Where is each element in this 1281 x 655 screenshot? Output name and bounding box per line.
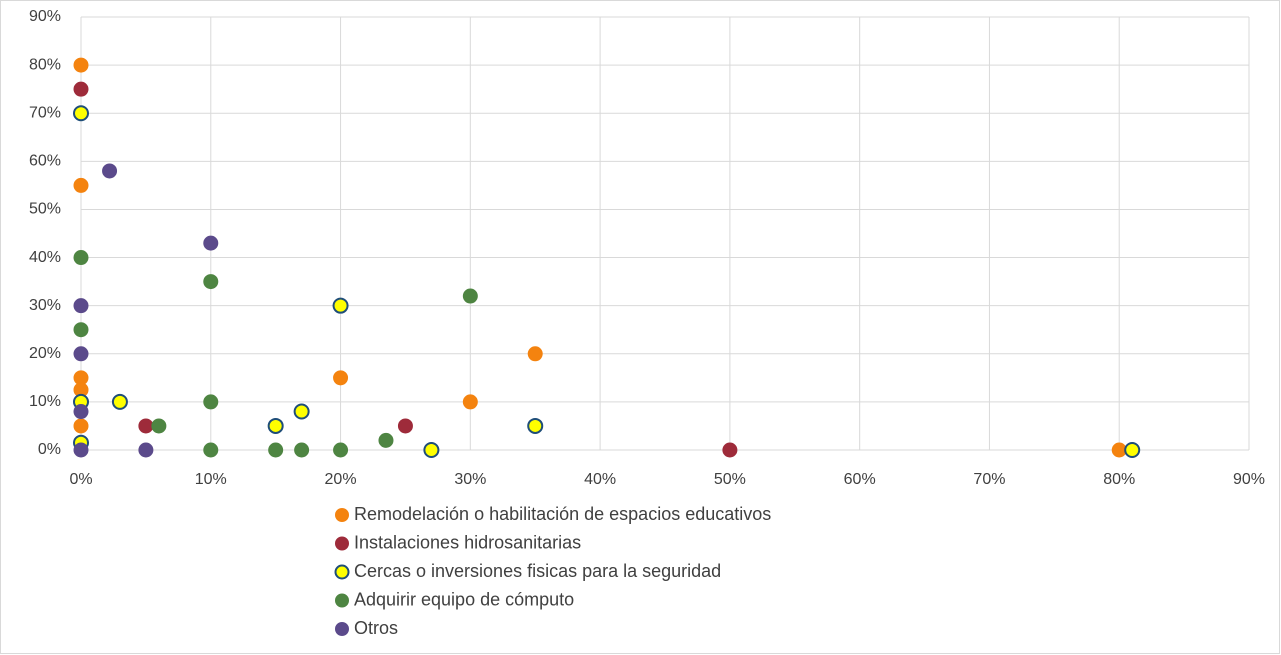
legend-label: Adquirir equipo de cómputo (354, 589, 574, 609)
legend-label: Instalaciones hidrosanitarias (354, 532, 581, 552)
x-tick-label: 20% (325, 471, 357, 488)
point (203, 442, 219, 458)
point (294, 442, 310, 458)
legend-marker (335, 622, 349, 636)
point (203, 394, 219, 410)
point (203, 274, 219, 290)
point (203, 235, 219, 251)
point (138, 418, 154, 434)
x-tick-label: 80% (1103, 471, 1135, 488)
point (1111, 442, 1127, 458)
point (267, 417, 284, 434)
point (73, 346, 89, 362)
legend-marker (335, 508, 349, 522)
point (73, 418, 89, 434)
point (111, 393, 128, 410)
point (333, 370, 349, 386)
y-tick-label: 50% (29, 201, 61, 218)
legend-marker (334, 564, 350, 580)
y-tick-label: 20% (29, 345, 61, 362)
x-tick-label: 10% (195, 471, 227, 488)
x-tick-label: 90% (1233, 471, 1265, 488)
point (332, 297, 349, 314)
legend-marker (335, 593, 349, 608)
point (73, 105, 89, 122)
x-tick-label: 70% (973, 471, 1005, 488)
y-tick-label: 40% (29, 249, 61, 266)
point (73, 442, 89, 458)
point (722, 442, 738, 458)
x-tick-label: 60% (844, 471, 876, 488)
point (423, 442, 440, 458)
y-tick-label: 0% (38, 441, 61, 458)
point (73, 57, 89, 73)
y-tick-label: 70% (29, 104, 61, 121)
point (73, 250, 89, 266)
point (333, 442, 349, 458)
point (1124, 442, 1141, 458)
point (73, 177, 89, 193)
x-tick-label: 0% (69, 471, 92, 488)
legend-label: Cercas o inversiones fisicas para la seg… (354, 561, 721, 581)
point (462, 394, 478, 410)
x-tick-label: 30% (454, 471, 486, 488)
point (73, 81, 89, 97)
y-tick-label: 10% (29, 393, 61, 410)
legend-label: Remodelación o habilitación de espacios … (354, 504, 771, 524)
point (527, 346, 543, 362)
point (73, 322, 89, 338)
x-tick-label: 50% (714, 471, 746, 488)
point (268, 442, 284, 458)
point (527, 417, 544, 434)
point (138, 442, 154, 458)
point (102, 163, 118, 179)
point (73, 298, 89, 314)
point (73, 404, 89, 420)
point (293, 403, 310, 420)
y-tick-label: 60% (29, 153, 61, 170)
point (378, 432, 394, 448)
point (151, 418, 167, 434)
x-tick-label: 40% (584, 471, 616, 488)
y-tick-label: 80% (29, 56, 61, 73)
y-tick-label: 90% (29, 8, 61, 25)
point (397, 418, 413, 434)
point (462, 288, 478, 304)
y-tick-label: 30% (29, 297, 61, 314)
legend-label: Otros (354, 618, 398, 638)
legend-marker (335, 536, 349, 551)
